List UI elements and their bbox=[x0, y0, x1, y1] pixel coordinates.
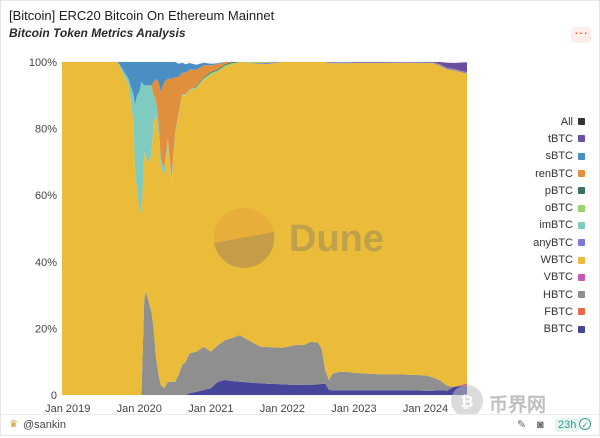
y-tick-label: 80% bbox=[35, 124, 57, 136]
legend-label: anyBTC bbox=[533, 236, 573, 249]
chart-title: [Bitcoin] ERC20 Bitcoin On Ethereum Main… bbox=[9, 8, 275, 23]
y-tick-label: 60% bbox=[35, 190, 57, 202]
series-area-imbtc bbox=[62, 62, 467, 216]
legend-item-obtc[interactable]: oBTC bbox=[495, 199, 585, 216]
edit-icon[interactable]: ✎ bbox=[517, 419, 527, 431]
legend-item-vbtc[interactable]: VBTC bbox=[495, 269, 585, 286]
series-area-bbtc bbox=[62, 380, 467, 395]
site-watermark-glyph: ₿ bbox=[460, 392, 473, 411]
legend-label: sBTC bbox=[545, 150, 574, 163]
legend-swatch bbox=[578, 273, 585, 281]
x-tick-label: Jan 2023 bbox=[331, 403, 376, 414]
series-area-sbtc bbox=[62, 62, 467, 106]
x-tick-label: Jan 2021 bbox=[188, 403, 233, 414]
legend-label: VBTC bbox=[543, 271, 573, 284]
legend-swatch bbox=[578, 204, 585, 212]
legend-swatch bbox=[578, 291, 585, 299]
legend-item-pbtc[interactable]: pBTC bbox=[495, 182, 585, 199]
legend-item-tbtc[interactable]: tBTC bbox=[495, 130, 585, 147]
legend-label: WBTC bbox=[540, 254, 573, 267]
legend-item-hbtc[interactable]: HBTC bbox=[495, 286, 585, 303]
legend-label: HBTC bbox=[543, 288, 573, 301]
legend-item-bbtc[interactable]: BBTC bbox=[495, 321, 585, 338]
legend-item-anybtc[interactable]: anyBTC bbox=[495, 234, 585, 251]
legend-swatch bbox=[578, 187, 585, 195]
author-avatar-icon: ♛ bbox=[9, 419, 18, 430]
legend-label: pBTC bbox=[544, 184, 573, 197]
legend-item-imbtc[interactable]: imBTC bbox=[495, 217, 585, 234]
y-tick-label: 100% bbox=[29, 57, 57, 69]
author-handle[interactable]: @sankin bbox=[23, 419, 66, 431]
x-tick-label: Jan 2024 bbox=[403, 403, 448, 414]
legend-swatch bbox=[578, 256, 585, 264]
legend-swatch bbox=[578, 170, 585, 178]
x-tick-label: Jan 2019 bbox=[45, 403, 90, 414]
y-tick-label: 40% bbox=[35, 257, 57, 269]
x-tick-label: Jan 2020 bbox=[117, 403, 162, 414]
legend-swatch bbox=[578, 152, 585, 160]
legend-swatch bbox=[578, 308, 585, 316]
legend-label: FBTC bbox=[544, 305, 573, 318]
legend-label: tBTC bbox=[547, 132, 573, 145]
legend-item-wbtc[interactable]: WBTC bbox=[495, 251, 585, 268]
legend-label: renBTC bbox=[535, 167, 573, 180]
more-dots-icon[interactable]: ··· bbox=[571, 25, 591, 43]
area-chart: 0 20% 40% 60% 80% 100% Jan 2019 Jan 2020 Jan 202… bbox=[29, 57, 546, 414]
y-tick-label: 20% bbox=[35, 323, 57, 335]
camera-icon[interactable]: ◙ bbox=[537, 419, 544, 431]
legend-item-sbtc[interactable]: sBTC bbox=[495, 148, 585, 165]
legend-swatch bbox=[578, 118, 585, 126]
chart-subtitle: Bitcoin Token Metrics Analysis bbox=[9, 26, 186, 40]
legend-label: oBTC bbox=[544, 202, 573, 215]
legend-item-fbtc[interactable]: FBTC bbox=[495, 303, 585, 320]
refresh-age: 23h bbox=[555, 418, 580, 432]
series-area-renbtc bbox=[62, 62, 467, 179]
footer: ♛ @sankin ✎ ◙ 23h ✓ bbox=[1, 414, 600, 438]
legend-swatch bbox=[578, 325, 585, 333]
legend-item-renbtc[interactable]: renBTC bbox=[495, 165, 585, 182]
legend-swatch bbox=[578, 239, 585, 247]
legend-label: BBTC bbox=[543, 323, 573, 336]
legend-label: imBTC bbox=[539, 219, 573, 232]
legend-item-all[interactable]: All bbox=[495, 113, 585, 130]
legend-swatch bbox=[578, 135, 585, 143]
y-tick-label: 0 bbox=[51, 390, 57, 402]
chart-legend: All tBTC sBTC renBTC pBTC oBTC imBTC anyBTC WBTC… bbox=[495, 113, 585, 338]
series-area-hbtc bbox=[62, 291, 467, 395]
check-icon: ✓ bbox=[579, 418, 591, 430]
site-watermark-text: 币界网 bbox=[489, 394, 546, 414]
dune-logo-icon bbox=[214, 208, 274, 268]
dune-watermark-text: Dune bbox=[289, 218, 384, 260]
legend-label: All bbox=[560, 115, 573, 128]
site-watermark-icon bbox=[451, 385, 483, 414]
dune-logo-shade bbox=[214, 232, 275, 268]
legend-swatch bbox=[578, 221, 585, 229]
x-tick-label: Jan 2022 bbox=[260, 403, 305, 414]
